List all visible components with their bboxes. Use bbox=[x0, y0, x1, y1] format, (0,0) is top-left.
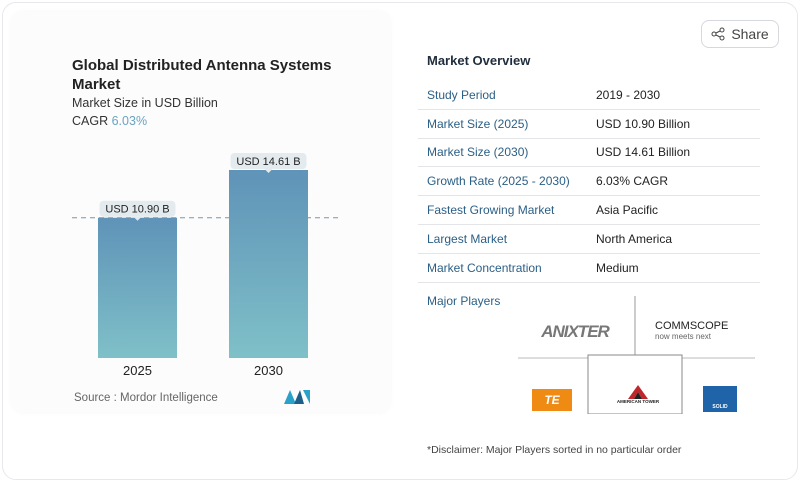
row-label: Market Size (2030) bbox=[427, 145, 529, 160]
chart-subtitle: Market Size in USD Billion bbox=[72, 96, 218, 110]
overview-row: Market Concentration Medium bbox=[418, 254, 760, 283]
overview-table: Study Period 2019 - 2030 Market Size (2025… bbox=[418, 81, 760, 283]
data-label-pointer bbox=[264, 169, 273, 173]
overview-row: Fastest Growing Market Asia Pacific bbox=[418, 196, 760, 225]
data-label-pointer bbox=[133, 216, 142, 221]
chart-title: Global Distributed Antenna Systems Marke… bbox=[72, 57, 332, 93]
mordor-logo-icon bbox=[284, 390, 310, 404]
anixter-logo: ANIXTER bbox=[541, 322, 610, 341]
overview-row: Largest Market North America bbox=[418, 225, 760, 254]
share-icon bbox=[711, 27, 725, 41]
american-tower-logo: AMERICAN TOWER bbox=[608, 380, 668, 408]
row-label: Largest Market bbox=[427, 231, 508, 246]
commscope-tagline: now meets next bbox=[655, 332, 712, 341]
share-button[interactable]: Share bbox=[701, 20, 779, 48]
overview-title: Market Overview bbox=[427, 53, 531, 68]
chart-card bbox=[12, 12, 390, 412]
row-value: 6.03% CAGR bbox=[596, 174, 669, 189]
data-label-bg bbox=[99, 200, 176, 217]
x-tick-label: 2030 bbox=[254, 363, 283, 378]
row-value: Medium bbox=[596, 260, 639, 275]
overview-row: Market Size (2025) USD 10.90 Billion bbox=[418, 110, 760, 139]
row-label: Study Period bbox=[427, 87, 496, 102]
row-label: Fastest Growing Market bbox=[427, 203, 555, 218]
source-text: Source : Mordor Intelligence bbox=[74, 392, 218, 404]
row-label: Market Size (2025) bbox=[427, 116, 529, 131]
x-tick-label: 2025 bbox=[123, 363, 152, 378]
data-label: USD 14.61 B bbox=[236, 156, 300, 168]
solid-logo: SOLID bbox=[703, 386, 737, 412]
american-tower-mark-icon bbox=[628, 384, 648, 399]
row-value: 2019 - 2030 bbox=[596, 87, 661, 102]
row-label: Market Concentration bbox=[427, 260, 542, 275]
overview-row: Market Size (2030) USD 14.61 Billion bbox=[418, 139, 760, 168]
row-value: USD 14.61 Billion bbox=[596, 145, 691, 160]
data-label-bg bbox=[230, 153, 307, 169]
row-value: Asia Pacific bbox=[596, 203, 659, 218]
american-tower-name: AMERICAN TOWER bbox=[616, 398, 660, 404]
disclaimer: *Disclaimer: Major Players sorted in no … bbox=[427, 444, 682, 456]
data-label: USD 10.90 B bbox=[105, 204, 169, 216]
major-players-label: Major Players bbox=[427, 294, 501, 308]
commscope-name: COMMSCOPE bbox=[655, 320, 729, 332]
cagr: CAGR 6.03% bbox=[72, 114, 147, 128]
players-grid bbox=[518, 296, 755, 414]
overview-row: Growth Rate (2025 - 2030) 6.03% CAGR bbox=[418, 167, 760, 197]
row-label: Growth Rate (2025 - 2030) bbox=[427, 174, 570, 189]
commscope-logo: COMMSCOPE now meets next bbox=[655, 320, 735, 341]
cagr-label: CAGR bbox=[72, 114, 109, 128]
bar-chart: USD 10.90 B 2025 USD 14.61 B 2030 bbox=[72, 153, 340, 378]
row-value: North America bbox=[596, 231, 673, 246]
bar-2030 bbox=[229, 170, 308, 358]
cagr-value: 6.03% bbox=[111, 114, 148, 128]
row-value: USD 10.90 Billion bbox=[596, 116, 691, 131]
te-logo: TE bbox=[532, 389, 572, 411]
share-label: Share bbox=[731, 26, 769, 42]
bar-2025 bbox=[98, 217, 177, 358]
overview-row: Study Period 2019 - 2030 bbox=[418, 81, 760, 110]
